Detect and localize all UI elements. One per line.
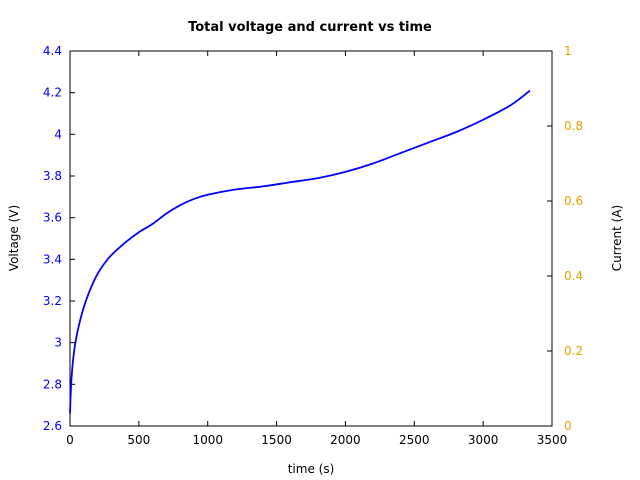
y-axis-label-right: Current (A) [610,205,624,271]
y-tick-label-left: 3.2 [43,294,62,308]
x-tick-label: 3500 [537,433,568,447]
y-tick-label-right: 1 [564,44,572,58]
x-axis-label: time (s) [288,462,335,476]
plot-area [69,50,553,427]
series-layer [69,89,531,414]
x-tick-label: 1000 [192,433,223,447]
y-tick-label-left: 4.4 [43,44,62,58]
x-tick-label: 1500 [261,433,292,447]
x-tick-label: 3000 [468,433,499,447]
y-tick-label-right: 0 [564,419,572,433]
x-tick-label: 0 [66,433,74,447]
y-axis-left: 2.6 2.8 3 3.2 3.4 3.6 3.8 4 4.2 4.4 [43,44,75,433]
x-axis: 0 500 1000 1500 2000 2500 3000 3500 [66,51,567,447]
y-tick-label-left: 3.4 [43,252,62,266]
y-tick-label-left: 3 [54,336,62,350]
y-tick-label-right: 0.2 [564,344,583,358]
x-tick-label: 2000 [330,433,361,447]
plot-frame [69,50,553,427]
series-line-voltage [69,89,531,414]
x-tick-label: 500 [127,433,150,447]
y-tick-label-left: 4 [54,127,62,141]
y-tick-label-left: 2.6 [43,419,62,433]
x-tick-label: 2500 [399,433,430,447]
y-tick-label-right: 0.4 [564,269,583,283]
y-tick-label-left: 3.8 [43,169,62,183]
y-axis-right: 0 0.2 0.4 0.6 0.8 1 [547,44,583,433]
chart-title: Total voltage and current vs time [188,20,432,35]
y-tick-label-left: 3.6 [43,211,62,225]
y-axis-label-left: Voltage (V) [7,205,21,271]
y-tick-label-right: 0.6 [564,194,583,208]
y-tick-label-right: 0.8 [564,119,583,133]
y-tick-label-left: 2.8 [43,377,62,391]
y-tick-label-left: 4.2 [43,86,62,100]
